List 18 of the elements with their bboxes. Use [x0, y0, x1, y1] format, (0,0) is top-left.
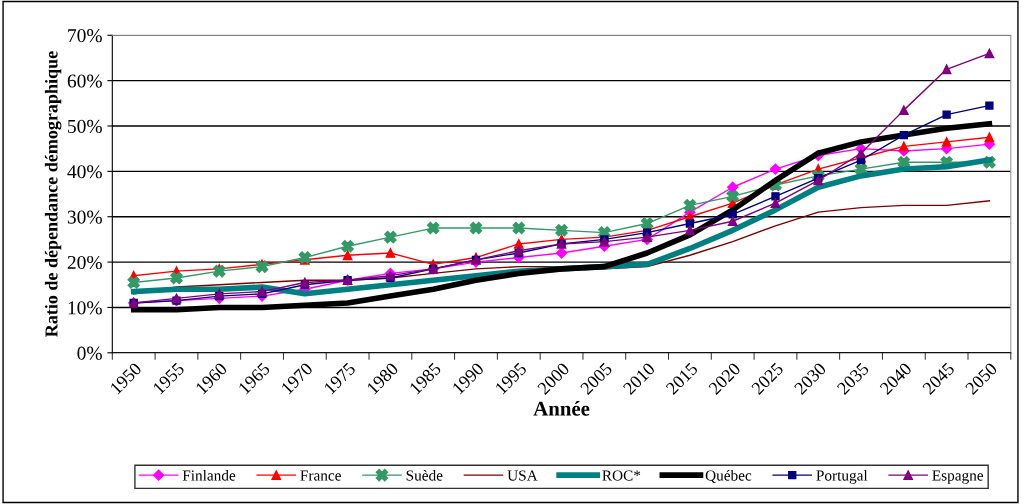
x-axis-title: Année: [533, 401, 590, 416]
y-tick-label: 10%: [68, 301, 102, 315]
y-axis-title: Ratio de dépendance démographique: [44, 51, 62, 337]
legend-label: France: [300, 470, 341, 481]
y-tick-label: 40%: [67, 165, 102, 179]
legend-label: Suède: [406, 469, 443, 481]
y-tick-label: 20%: [67, 255, 102, 270]
y-tick-label: 30%: [67, 210, 102, 224]
legend-label: Espagne: [932, 470, 984, 484]
y-tick-label: 70%: [68, 29, 102, 43]
legend-label: Portugal: [816, 469, 868, 484]
legend-label: Finlande: [182, 469, 236, 481]
legend-label: Québec: [705, 469, 752, 483]
legend-label: USA: [507, 470, 538, 481]
y-tick-label: 0%: [77, 346, 102, 360]
y-tick-label: 60%: [67, 74, 102, 88]
legend-label: ROC*: [602, 470, 641, 481]
y-tick-label: 50%: [68, 119, 102, 133]
